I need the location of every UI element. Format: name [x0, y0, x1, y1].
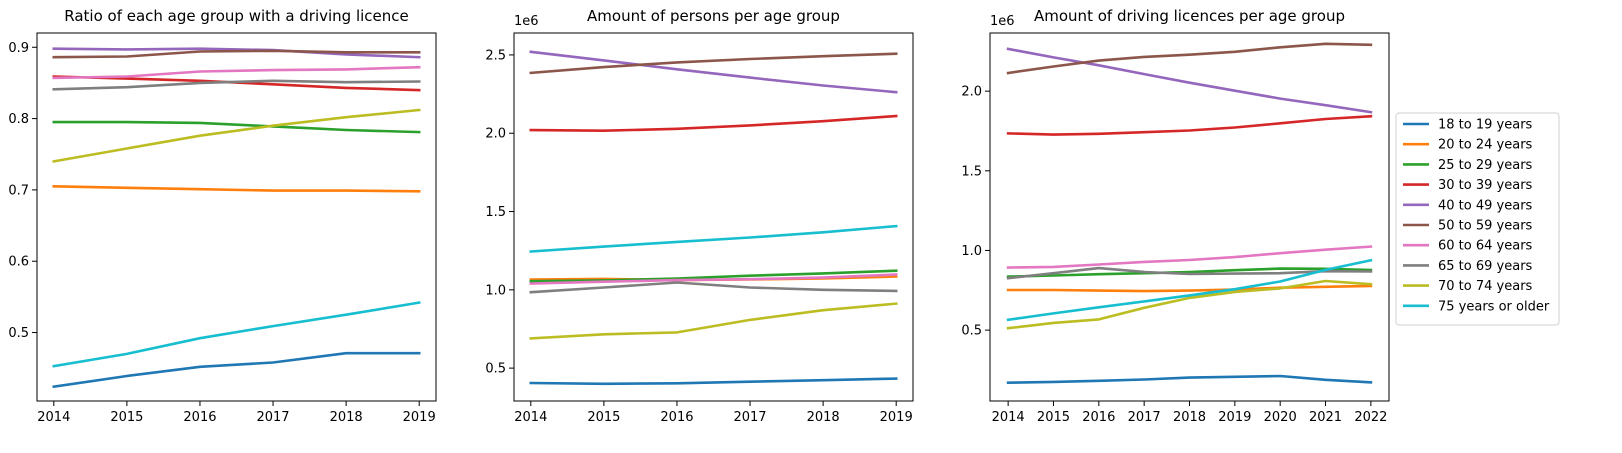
x-tick-label: 2014 [37, 410, 70, 425]
legend-label: 50 to 59 years [1438, 219, 1533, 234]
series-line-65-to-69-years [529, 281, 898, 294]
x-tick-label: 2017 [256, 410, 289, 425]
x-tick-label: 2015 [1037, 410, 1070, 425]
axes-frame [989, 32, 1390, 402]
series-line-70-to-74-years [52, 108, 421, 163]
series-line-60-to-64-years [529, 273, 898, 285]
x-tick-label: 2019 [403, 410, 436, 425]
y-tick-label: 1.0 [485, 283, 506, 298]
series-line-25-to-29-years [52, 120, 421, 134]
series-line-18-to-19-years [529, 377, 898, 386]
y-tick-label: 0.6 [8, 255, 29, 270]
x-tick-label: 2019 [880, 410, 913, 425]
x-tick-label: 2021 [1309, 410, 1342, 425]
x-tick-label: 2022 [1354, 410, 1387, 425]
series-line-25-to-29-years [529, 269, 898, 283]
series-line-75-years-or-older [1006, 258, 1373, 322]
x-tick-label: 2018 [1173, 410, 1206, 425]
legend-label: 20 to 24 years [1438, 138, 1533, 153]
series-line-18-to-19-years [52, 351, 421, 389]
y-tick-label: 2.0 [485, 127, 506, 142]
series-line-75-years-or-older [52, 301, 421, 368]
y-tick-label: 0.9 [8, 41, 29, 56]
x-tick-label: 2016 [183, 410, 216, 425]
series-line-25-to-29-years [1006, 267, 1373, 278]
series-line-50-to-59-years [529, 52, 898, 75]
series-line-65-to-69-years [52, 79, 421, 91]
legend-label: 18 to 19 years [1438, 118, 1533, 133]
series-line-50-to-59-years [1006, 42, 1373, 75]
y-tick-label: 0.7 [8, 183, 29, 198]
legend-box [1395, 112, 1560, 326]
x-tick-label: 2018 [330, 410, 363, 425]
series-line-30-to-39-years [1006, 114, 1373, 136]
x-tick-label: 2015 [587, 410, 620, 425]
series-line-65-to-69-years [1006, 266, 1373, 280]
x-tick-label: 2020 [1264, 410, 1297, 425]
x-tick-label: 2014 [992, 410, 1025, 425]
y-tick-label: 2.5 [485, 48, 506, 63]
y-tick-label: 1.5 [961, 164, 982, 179]
series-line-40-to-49-years [52, 47, 421, 59]
series-line-75-years-or-older [529, 224, 898, 253]
series-line-70-to-74-years [1006, 279, 1373, 330]
x-tick-label: 2017 [1128, 410, 1161, 425]
y-tick-label: 2.0 [961, 85, 982, 100]
legend-label: 75 years or older [1438, 299, 1550, 314]
axis-offset-text: 1e6 [990, 14, 1015, 29]
chart-title: Amount of driving licences per age group [1034, 7, 1345, 25]
series-line-40-to-49-years [529, 50, 898, 94]
x-tick-label: 2017 [733, 410, 766, 425]
series-line-50-to-59-years [52, 49, 421, 59]
chart-title: Ratio of each age group with a driving l… [64, 7, 409, 25]
series-line-30-to-39-years [529, 114, 898, 132]
series-line-18-to-19-years [1006, 374, 1373, 385]
x-tick-label: 2015 [110, 410, 143, 425]
x-tick-label: 2019 [1218, 410, 1251, 425]
legend-label: 65 to 69 years [1438, 259, 1533, 274]
y-tick-label: 0.5 [961, 324, 982, 339]
y-tick-label: 0.8 [8, 112, 29, 127]
series-line-60-to-64-years [1006, 245, 1373, 269]
series-line-60-to-64-years [52, 65, 421, 80]
x-tick-label: 2016 [660, 410, 693, 425]
axes-frame [36, 32, 437, 402]
legend-label: 40 to 49 years [1438, 198, 1533, 213]
chart-title: Amount of persons per age group [587, 7, 840, 25]
x-tick-label: 2018 [807, 410, 840, 425]
series-line-40-to-49-years [1006, 47, 1373, 114]
legend-label: 25 to 29 years [1438, 158, 1533, 173]
y-tick-label: 1.0 [961, 244, 982, 259]
axes-frame [513, 32, 914, 402]
x-tick-label: 2014 [514, 410, 547, 425]
y-tick-label: 1.5 [485, 205, 506, 220]
series-line-70-to-74-years [529, 302, 898, 340]
y-tick-label: 0.5 [485, 362, 506, 377]
series-line-20-to-24-years [52, 184, 421, 193]
series-line-20-to-24-years [1006, 284, 1373, 293]
axis-offset-text: 1e6 [514, 14, 539, 29]
legend-label: 70 to 74 years [1438, 279, 1533, 294]
legend-label: 30 to 39 years [1438, 178, 1533, 193]
y-tick-label: 0.5 [8, 326, 29, 341]
x-tick-label: 2016 [1082, 410, 1115, 425]
legend-label: 60 to 64 years [1438, 239, 1533, 254]
